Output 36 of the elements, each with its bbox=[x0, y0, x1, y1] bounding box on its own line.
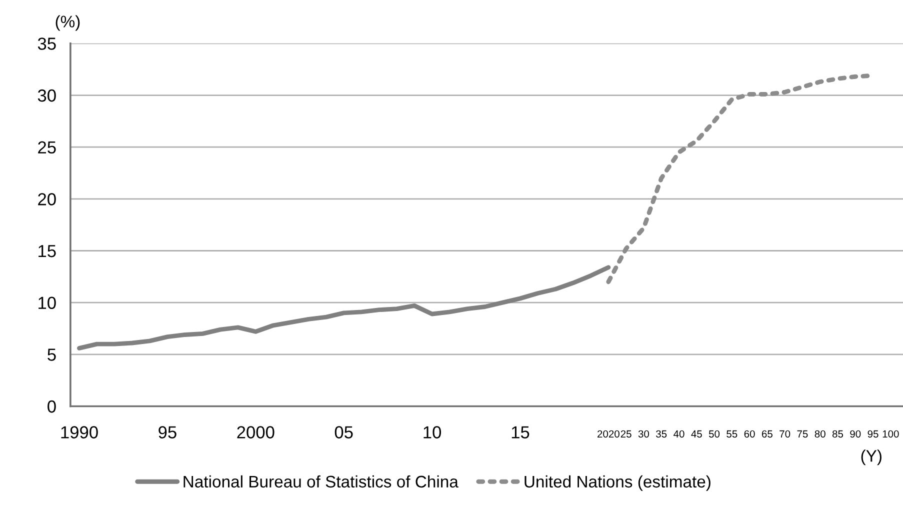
x-tick-label: 35 bbox=[656, 430, 667, 438]
x-tick-label: 90 bbox=[850, 430, 861, 438]
x-tick-label: 50 bbox=[708, 430, 720, 438]
x-tick-label: 1990 bbox=[61, 426, 98, 438]
x-tick-label: 45 bbox=[691, 430, 702, 438]
y-tick-label: 30 bbox=[38, 89, 56, 102]
x-tick-label: 60 bbox=[744, 430, 755, 438]
legend-label: National Bureau of Statistics of China bbox=[184, 475, 458, 488]
line-series bbox=[77, 265, 611, 350]
x-tick-label: 100 bbox=[882, 430, 899, 438]
y-tick-label: 0 bbox=[48, 400, 56, 413]
x-axis-title: (Y) bbox=[861, 450, 882, 466]
y-tick-label: 15 bbox=[38, 245, 56, 258]
x-tick-label: 30 bbox=[638, 430, 650, 438]
x-tick-label: 25 bbox=[620, 430, 632, 438]
x-tick-label: 2000 bbox=[237, 426, 274, 438]
y-tick-label: 20 bbox=[38, 193, 56, 206]
x-tick-label: 05 bbox=[334, 426, 353, 438]
x-tick-label: 95 bbox=[158, 426, 176, 438]
legend-label: United Nations (estimate) bbox=[524, 475, 710, 491]
y-tick-label: 10 bbox=[38, 296, 56, 310]
x-tick-label: 55 bbox=[726, 430, 738, 438]
y-tick-label: 35 bbox=[38, 38, 56, 50]
y-tick-label: 5 bbox=[48, 348, 56, 361]
x-tick-label: 65 bbox=[762, 430, 772, 438]
x-tick-label: 95 bbox=[868, 430, 878, 438]
x-tick-label: 2020 bbox=[598, 430, 620, 438]
y-axis-title: (%) bbox=[56, 15, 80, 31]
x-tick-label: 85 bbox=[832, 430, 844, 438]
x-tick-label: 75 bbox=[797, 430, 808, 438]
y-tick-label: 25 bbox=[38, 141, 56, 154]
x-tick-label: 40 bbox=[674, 430, 684, 438]
x-tick-label: 70 bbox=[780, 430, 790, 438]
x-tick-label: 80 bbox=[814, 430, 826, 438]
x-tick-label: 15 bbox=[512, 426, 530, 438]
x-tick-label: 10 bbox=[424, 426, 442, 438]
